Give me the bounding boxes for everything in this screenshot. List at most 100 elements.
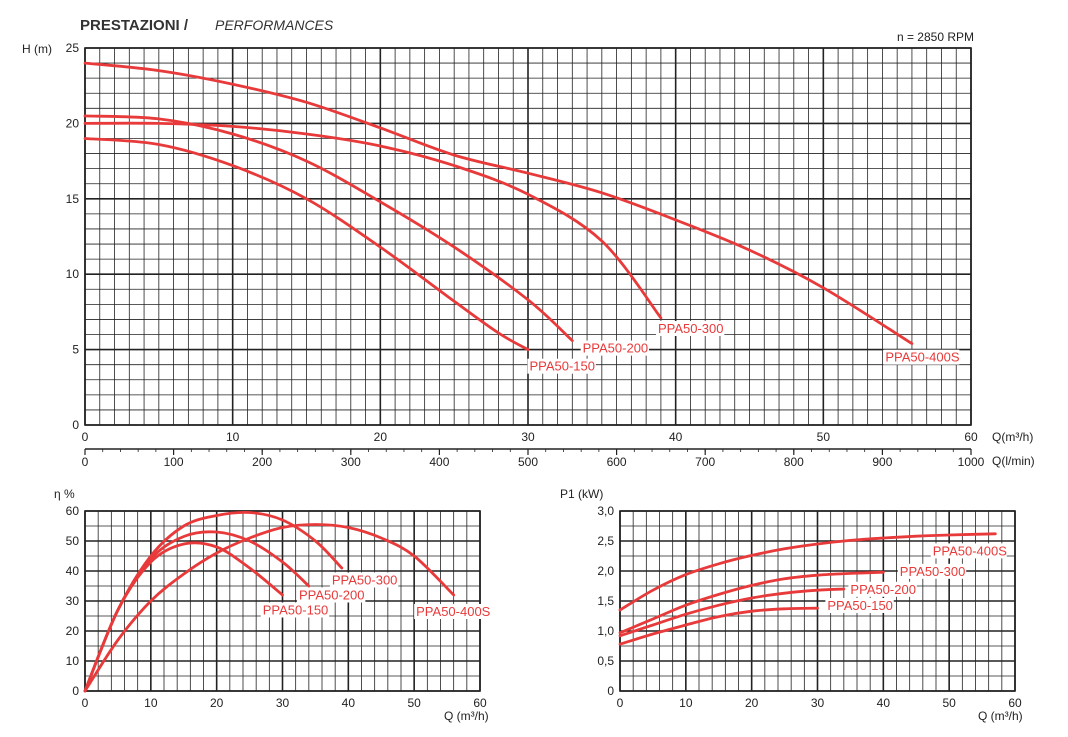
x-tick-label: 0 <box>82 430 89 444</box>
series-label-bg <box>848 581 917 597</box>
x-tick-label: 40 <box>669 430 683 444</box>
y-tick-label: 25 <box>66 41 80 55</box>
head-x2-label: Q(l/min) <box>992 454 1035 468</box>
plot-frame <box>84 47 972 426</box>
y-tick-label: 0 <box>607 684 614 698</box>
series-line-ppa50-200 <box>83 114 574 342</box>
secondary-x-tick-label: 300 <box>341 455 361 469</box>
head-y-label: H (m) <box>22 42 52 56</box>
page-title: PRESTAZIONI / <box>80 17 189 34</box>
eff-y-label: η % <box>54 487 75 501</box>
y-tick-label: 1,0 <box>597 624 614 638</box>
series-label-ppa50-400s: PPA50-400S <box>885 350 960 365</box>
head-x-label: Q(m³/h) <box>992 430 1033 444</box>
series-label-ppa50-300: PPA50-300 <box>332 573 398 588</box>
series-label-bg <box>527 358 596 374</box>
series-label-bg <box>329 572 399 588</box>
y-tick-label: 10 <box>66 267 80 281</box>
series-line-ppa50-150 <box>83 137 530 351</box>
plot-frame <box>619 510 1016 692</box>
y-tick-label: 30 <box>66 594 80 608</box>
series-line-ppa50-300 <box>83 121 663 320</box>
series-label-ppa50-150: PPA50-150 <box>827 598 893 613</box>
x-tick-label: 30 <box>276 696 290 710</box>
x-tick-label: 50 <box>942 696 956 710</box>
series-line-ppa50-150 <box>618 606 819 646</box>
x-tick-label: 20 <box>374 430 388 444</box>
x-tick-label: 60 <box>1008 696 1022 710</box>
x-tick-label: 0 <box>617 696 624 710</box>
y-tick-label: 40 <box>66 564 80 578</box>
series-label-ppa50-150: PPA50-150 <box>529 359 595 374</box>
plot-frame <box>84 510 481 692</box>
y-tick-label: 5 <box>72 343 79 357</box>
rpm-note: n = 2850 RPM <box>897 30 974 44</box>
x-tick-label: 30 <box>521 430 535 444</box>
secondary-x-tick-label: 1000 <box>958 455 985 469</box>
y-tick-label: 0 <box>72 684 79 698</box>
series-line-ppa50-400s <box>83 61 914 345</box>
x-tick-label: 40 <box>877 696 891 710</box>
x-tick-label: 50 <box>817 430 831 444</box>
secondary-x-tick-label: 0 <box>82 455 89 469</box>
secondary-x-tick-label: 200 <box>252 455 272 469</box>
series-label-ppa50-150: PPA50-150 <box>263 603 329 618</box>
series-label-bg <box>930 543 1007 559</box>
series-label-bg <box>825 598 894 613</box>
secondary-x-tick-label: 700 <box>695 455 715 469</box>
series-line-ppa50-400s <box>618 532 997 612</box>
series-label-ppa50-300: PPA50-300 <box>658 321 724 336</box>
x-tick-label: 20 <box>210 696 224 710</box>
series-label-bg <box>296 587 366 603</box>
y-tick-label: 10 <box>66 654 80 668</box>
x-tick-label: 40 <box>342 696 356 710</box>
series-label-bg <box>883 349 960 365</box>
y-tick-label: 2,0 <box>597 564 614 578</box>
series-line-ppa50-300 <box>618 570 885 635</box>
series-label-ppa50-400s: PPA50-400S <box>416 604 491 619</box>
series-label-ppa50-200: PPA50-200 <box>583 341 649 356</box>
series-label-bg <box>414 604 491 619</box>
x-tick-label: 30 <box>811 696 825 710</box>
secondary-x-tick-label: 900 <box>872 455 892 469</box>
power-chart: 0 0,5 1,0 1,5 2,0 2,5 3,0 0 10 20 30 40 50 60 PPA50-15… <box>597 504 1022 710</box>
x-tick-label: 10 <box>679 696 693 710</box>
x-tick-label: 10 <box>226 430 240 444</box>
page-subtitle: PERFORMANCES <box>215 17 334 33</box>
y-tick-label: 0,5 <box>597 654 614 668</box>
x-tick-label: 60 <box>964 430 978 444</box>
x-tick-label: 60 <box>473 696 487 710</box>
secondary-x-tick-label: 500 <box>518 455 538 469</box>
series-label-bg <box>655 321 725 337</box>
y-tick-label: 20 <box>66 116 80 130</box>
power-x-label: Q (m³/h) <box>978 709 1023 723</box>
secondary-x-tick-label: 400 <box>429 455 449 469</box>
x-tick-label: 0 <box>82 696 89 710</box>
secondary-x-tick-label: 100 <box>164 455 184 469</box>
series-line-ppa50-200 <box>618 587 846 638</box>
series-label-ppa50-200: PPA50-200 <box>299 588 365 603</box>
head-chart: 0 5 10 15 20 25 0 10 20 30 40 50 60 PPA50-150 PPA50-20… <box>66 41 985 469</box>
y-tick-label: 50 <box>66 534 80 548</box>
x-tick-label: 50 <box>407 696 421 710</box>
y-tick-label: 20 <box>66 624 80 638</box>
power-y-label: P1 (kW) <box>560 487 603 501</box>
x-tick-label: 20 <box>745 696 759 710</box>
secondary-x-tick-label: 600 <box>607 455 627 469</box>
series-label-ppa50-400s: PPA50-400S <box>933 543 1008 558</box>
series-label-bg <box>260 602 330 618</box>
series-label-ppa50-200: PPA50-200 <box>850 582 916 597</box>
y-tick-label: 2,5 <box>597 534 614 548</box>
series-label-ppa50-300: PPA50-300 <box>900 564 966 579</box>
series-label-bg <box>580 340 650 356</box>
x-tick-label: 10 <box>144 696 158 710</box>
y-tick-label: 1,5 <box>597 594 614 608</box>
series-line-ppa50-400s <box>83 523 456 693</box>
eff-x-label: Q (m³/h) <box>444 709 489 723</box>
series-line-ppa50-300 <box>83 510 344 693</box>
y-tick-label: 3,0 <box>597 504 614 518</box>
y-tick-label: 15 <box>66 192 80 206</box>
series-label-bg <box>897 563 967 579</box>
